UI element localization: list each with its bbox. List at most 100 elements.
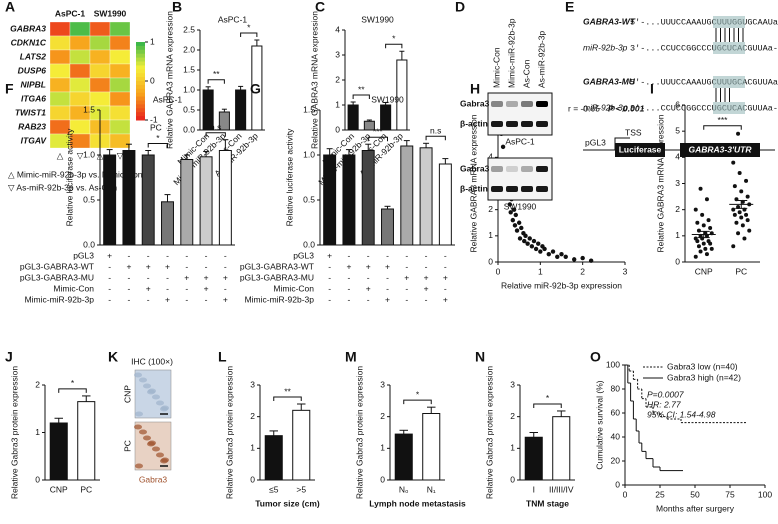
condition-value: +	[366, 283, 371, 293]
heatmap-cell	[49, 49, 71, 65]
significance-label: ***	[373, 126, 384, 136]
x-tick-label: 1	[538, 266, 543, 276]
heatmap-cell	[89, 35, 111, 51]
bar	[347, 104, 359, 131]
row-label: ITGAV	[21, 135, 48, 145]
y-axis-label: Relative Gabra3 protein expression	[224, 366, 234, 500]
condition-value: -	[405, 283, 408, 293]
colorbar-step	[136, 116, 145, 121]
scatter-point	[580, 255, 585, 261]
strip-point	[709, 246, 714, 251]
utr-box	[680, 143, 760, 157]
condition-value: -	[348, 250, 351, 260]
y-tick-label: 1	[488, 230, 493, 240]
scatter-point	[559, 251, 564, 257]
y-tick-label: 1	[510, 443, 515, 453]
scatter-point	[525, 241, 530, 246]
condition-value: -	[185, 283, 188, 293]
scatter-point	[533, 246, 539, 252]
condition-value: -	[405, 250, 408, 260]
y-tick-label: 3	[510, 379, 515, 389]
x-tick-label: ≤5	[269, 484, 279, 494]
bar	[218, 150, 232, 246]
condition-value: -	[147, 250, 150, 260]
condition-value: +	[146, 283, 151, 293]
x-tick-label: CNP	[695, 266, 713, 276]
cell-line-label: SW1990	[504, 201, 537, 211]
legend-entry: Gabra3 high (n=42)	[667, 372, 741, 382]
sequence-label: miR-92b-3p	[583, 102, 628, 112]
y-tick-label: 0	[510, 474, 515, 484]
y-tick-label: 2	[335, 74, 340, 84]
y-tick-label: 0	[615, 479, 620, 489]
condition-value: -	[205, 261, 208, 271]
significance-bracket	[205, 132, 226, 137]
condition-value: +	[385, 261, 390, 271]
panel-label: K	[108, 349, 118, 365]
y-tick-label: 40	[611, 431, 621, 441]
legend-entry: ▽ As-miR-92b-3p vs. As-Con	[8, 182, 117, 192]
column-group-label: AsPC-1	[55, 8, 86, 18]
bar	[141, 154, 155, 246]
bar	[361, 150, 375, 246]
strip-point	[745, 194, 750, 199]
colorbar-label: PC	[150, 122, 162, 132]
strip-point	[700, 212, 705, 217]
condition-value: -	[425, 250, 428, 260]
condition-value: +	[165, 294, 170, 304]
y-axis-label: Relative Gabra3 protein expression	[484, 366, 494, 500]
bar	[381, 208, 394, 246]
colorbar-step	[136, 42, 145, 47]
y-tick-label: 2	[675, 204, 680, 214]
strip-point	[737, 210, 742, 215]
sequence: 3'-...CCUCCGGCCCUGCUCACGUUAa-5'	[630, 43, 778, 53]
significance-bracket	[425, 135, 446, 141]
condition-label: pGL3	[293, 250, 314, 260]
ihc-texture	[143, 435, 151, 441]
condition-value: -	[386, 272, 389, 282]
bar	[400, 145, 414, 246]
scatter-point	[514, 228, 520, 233]
x-tick-label: 100	[758, 489, 772, 499]
blot-band	[506, 166, 518, 172]
seed-highlight	[713, 102, 745, 114]
scatter-point	[527, 236, 532, 241]
scatter-point	[563, 254, 568, 259]
bar	[49, 422, 68, 481]
scatter-point	[542, 246, 547, 252]
heatmap-cell	[49, 21, 71, 37]
annotation: P=0.0007	[647, 389, 684, 399]
row-label: TWIST1	[15, 107, 46, 117]
blot-band	[491, 166, 503, 172]
y-tick-label: 4	[488, 152, 493, 162]
lane-label: As-miR-92b-3p	[536, 31, 546, 88]
sequence-label: miR-92b-3p	[583, 42, 628, 52]
scatter-point	[517, 236, 523, 241]
blot-band	[491, 101, 503, 107]
significance-bracket	[385, 43, 403, 49]
y-tick-label: 0.0	[303, 239, 315, 249]
y-tick-label: 3	[380, 379, 385, 389]
chart-title: AsPC-1	[153, 94, 183, 104]
strip-point	[736, 131, 741, 136]
colorbar-step	[136, 65, 145, 70]
ihc-texture	[161, 457, 169, 463]
y-tick-label: 0	[675, 256, 680, 266]
strip-point	[731, 160, 736, 165]
condition-label: Mimic-miR-92b-3p	[25, 294, 95, 304]
strip-point	[731, 244, 736, 249]
heatmap-cell	[109, 119, 131, 135]
lane-label: As-Con	[521, 59, 531, 88]
strip-point	[696, 244, 701, 249]
colorbar-step	[136, 88, 145, 94]
y-tick-label: 2	[250, 411, 255, 421]
scatter-point	[519, 225, 524, 231]
significance-bracket	[367, 136, 388, 142]
heatmap-cell	[89, 77, 111, 93]
condition-value: -	[185, 250, 188, 260]
scatter-point	[572, 257, 577, 262]
y-axis-label: Relative Gabra3 protein expression	[9, 366, 19, 500]
ihc-texture	[134, 372, 142, 378]
significance-bracket	[240, 32, 258, 37]
blot-band	[521, 166, 533, 172]
